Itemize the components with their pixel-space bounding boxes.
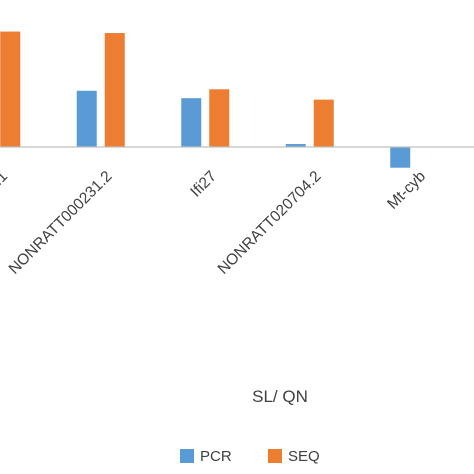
bar-pcr-2 bbox=[181, 98, 202, 147]
bar-pcr-4 bbox=[390, 147, 411, 168]
x-tick-label: STRG.548.1 bbox=[0, 168, 11, 241]
bar-pcr-1 bbox=[76, 90, 97, 147]
legend-label-pcr: PCR bbox=[200, 448, 232, 465]
x-tick-label: Mt-cyb bbox=[384, 168, 429, 213]
legend-swatch-pcr bbox=[180, 449, 194, 463]
bar-seq-0 bbox=[0, 31, 21, 148]
legend-swatch-seq bbox=[268, 449, 282, 463]
bars-group bbox=[0, 31, 411, 168]
x-axis-title: SL/ QN bbox=[252, 387, 308, 406]
bar-seq-2 bbox=[209, 89, 230, 147]
x-tick-label: NONRATT020704.2 bbox=[215, 168, 325, 278]
bar-pcr-3 bbox=[285, 144, 306, 147]
x-tick-label: Ifi27 bbox=[187, 168, 220, 201]
x-tick-label: NONRATT000231.2 bbox=[6, 168, 116, 278]
legend: PCR SEQ bbox=[180, 448, 320, 465]
bar-seq-3 bbox=[313, 99, 334, 147]
bar-seq-1 bbox=[104, 33, 125, 147]
legend-label-seq: SEQ bbox=[288, 448, 320, 465]
